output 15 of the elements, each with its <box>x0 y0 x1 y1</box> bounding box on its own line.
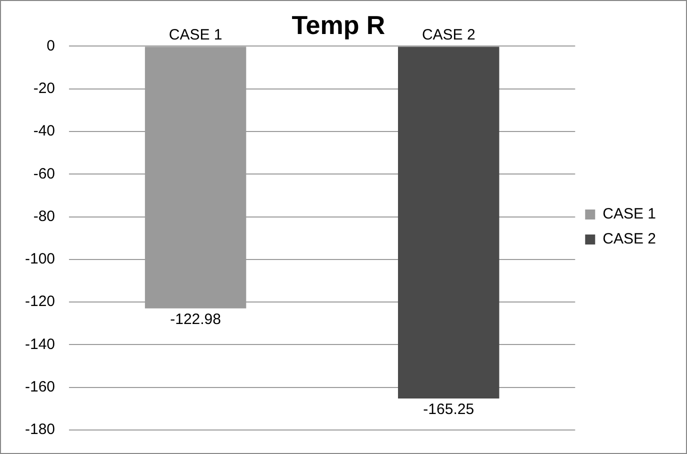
data-label: -165.25 <box>423 401 474 418</box>
y-tick-label: -160 <box>24 378 56 396</box>
data-label: -122.98 <box>170 311 221 328</box>
y-tick-label: -180 <box>24 421 56 438</box>
chart-title: Temp R <box>292 10 386 40</box>
y-tick-label: -100 <box>24 250 56 268</box>
y-tick-label: -20 <box>33 80 56 97</box>
y-tick-label: -40 <box>33 122 56 140</box>
y-tick-label: -120 <box>24 293 56 310</box>
legend-label: CASE 2 <box>602 230 656 248</box>
y-tick-label: -140 <box>24 336 56 353</box>
legend-label: CASE 1 <box>602 206 656 223</box>
y-tick-label: 0 <box>46 37 56 54</box>
y-tick-label: -60 <box>33 165 56 182</box>
y-tick-label: -80 <box>33 208 56 225</box>
